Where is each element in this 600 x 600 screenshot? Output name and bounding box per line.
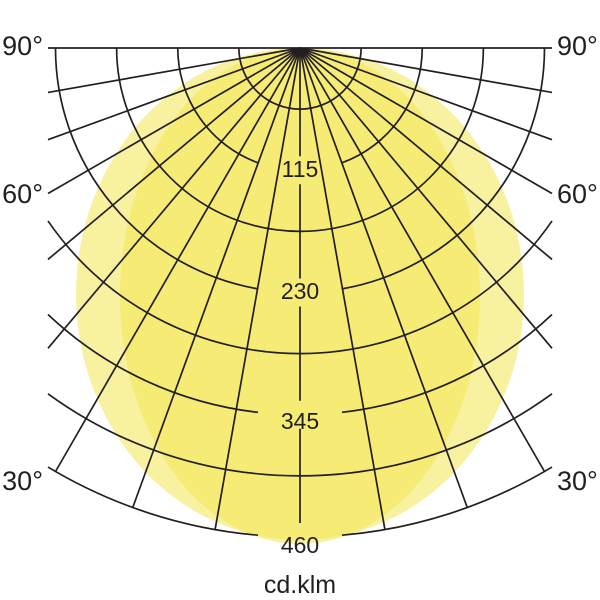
svg-text:60°: 60°	[2, 179, 43, 209]
svg-text:90°: 90°	[2, 31, 43, 61]
svg-text:30°: 30°	[2, 466, 43, 496]
svg-text:345: 345	[281, 408, 319, 434]
svg-text:460: 460	[281, 532, 319, 558]
svg-text:cd.klm: cd.klm	[264, 571, 336, 599]
svg-text:90°: 90°	[557, 31, 598, 61]
svg-text:230: 230	[281, 278, 319, 304]
svg-text:115: 115	[282, 156, 319, 182]
svg-text:60°: 60°	[557, 179, 598, 209]
svg-text:30°: 30°	[557, 466, 598, 496]
